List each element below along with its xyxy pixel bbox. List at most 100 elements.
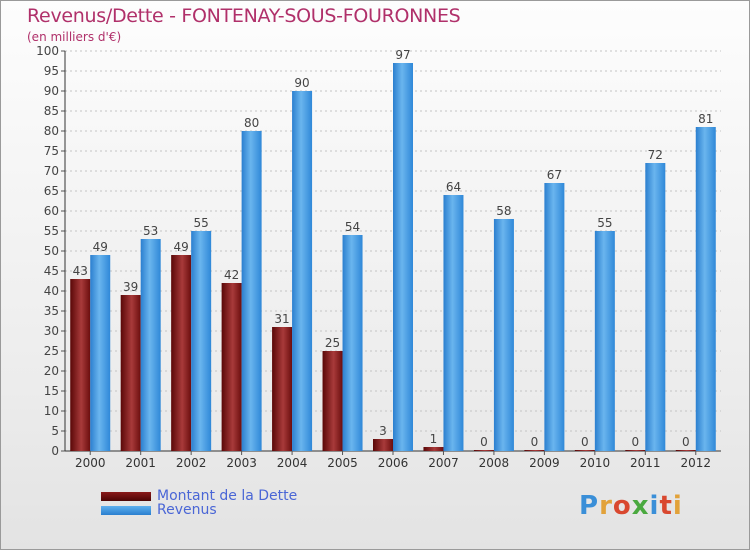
y-tick-label: 50: [44, 244, 59, 258]
x-tick-label: 2004: [277, 456, 308, 470]
legend-swatch-revenus: [101, 505, 151, 515]
y-tick-label: 25: [44, 344, 59, 358]
bar-dette: [373, 439, 393, 451]
data-label-dette: 1: [430, 432, 438, 446]
data-label-dette: 31: [274, 312, 289, 326]
bar-revenus: [443, 195, 464, 451]
bar-revenus: [544, 183, 565, 451]
y-tick-label: 0: [51, 444, 59, 458]
x-tick-label: 2008: [479, 456, 510, 470]
logo-letter: P: [579, 491, 600, 521]
y-tick-label: 70: [44, 164, 59, 178]
bar-revenus: [342, 235, 363, 451]
bar-dette: [625, 450, 646, 451]
bar-dette: [322, 351, 343, 451]
x-tick-label: 2006: [378, 456, 409, 470]
y-tick-label: 100: [36, 44, 59, 58]
proxiti-logo: Proxiti: [579, 491, 683, 521]
bar-dette: [423, 447, 444, 451]
bar-revenus: [493, 219, 514, 451]
y-tick-label: 15: [44, 384, 59, 398]
x-tick-label: 2005: [327, 456, 358, 470]
bar-revenus: [645, 163, 666, 451]
x-tick-label: 2009: [529, 456, 560, 470]
bar-revenus: [594, 231, 615, 451]
legend-label-revenus: Revenus: [157, 502, 217, 518]
bar-dette: [272, 327, 293, 451]
bar-dette: [120, 295, 141, 451]
logo-letter: r: [599, 491, 613, 521]
x-tick-label: 2002: [176, 456, 207, 470]
legend-label-dette: Montant de la Dette: [157, 488, 298, 504]
data-label-dette: 0: [531, 435, 539, 449]
bar-dette: [70, 279, 91, 451]
data-label-dette: 0: [480, 435, 488, 449]
y-tick-label: 65: [44, 184, 59, 198]
data-label-dette: 0: [631, 435, 639, 449]
y-tick-label: 55: [44, 224, 59, 238]
data-label-revenus: 58: [496, 204, 511, 218]
data-label-revenus: 80: [244, 116, 259, 130]
data-label-revenus: 67: [547, 168, 562, 182]
chart-subtitle: (en milliers d'€): [27, 30, 122, 44]
legend-swatch-dette: [101, 491, 151, 501]
bar-dette: [524, 450, 545, 451]
logo-letter: i: [649, 491, 660, 521]
chart-title: Revenus/Dette - FONTENAY-SOUS-FOURONNES: [27, 5, 461, 27]
x-tick-label: 2012: [680, 456, 711, 470]
bar-dette: [675, 450, 696, 451]
y-tick-label: 95: [44, 64, 59, 78]
x-tick-label: 2001: [125, 456, 156, 470]
data-label-revenus: 53: [143, 224, 158, 238]
y-tick-label: 20: [44, 364, 59, 378]
y-tick-label: 90: [44, 84, 59, 98]
legend-item-revenus: Revenus: [101, 502, 217, 518]
y-tick-label: 75: [44, 144, 59, 158]
data-label-dette: 42: [224, 268, 239, 282]
data-label-revenus: 72: [648, 148, 663, 162]
bar-revenus: [140, 239, 161, 451]
bar-dette: [473, 450, 494, 451]
y-tick-label: 85: [44, 104, 59, 118]
y-tick-label: 60: [44, 204, 59, 218]
bar-dette: [221, 283, 242, 451]
y-tick-label: 40: [44, 284, 59, 298]
bar-revenus: [292, 91, 313, 451]
bar-dette: [574, 450, 595, 451]
x-tick-label: 2003: [226, 456, 257, 470]
data-label-dette: 49: [174, 240, 189, 254]
label-layer: 43 49 39 53 49 55 42 80 31 90 25 54 3 97 1 64 0 58 0 67 0 55 0…: [73, 48, 714, 449]
bar-dette: [171, 255, 192, 451]
bar-revenus: [393, 63, 413, 451]
x-tick-label: 2007: [428, 456, 459, 470]
y-tick-label: 30: [44, 324, 59, 338]
logo-letter: x: [631, 491, 650, 521]
x-tick-label: 2010: [580, 456, 611, 470]
bar-revenus: [695, 127, 716, 451]
data-label-dette: 39: [123, 280, 138, 294]
data-label-revenus: 54: [345, 220, 360, 234]
data-label-dette: 25: [325, 336, 340, 350]
logo-letter: i: [672, 491, 683, 521]
x-tick-label: 2000: [75, 456, 106, 470]
bar-revenus: [90, 255, 111, 451]
data-label-dette: 0: [682, 435, 690, 449]
data-label-revenus: 97: [395, 48, 410, 62]
bar-revenus: [241, 131, 262, 451]
data-label-revenus: 55: [194, 216, 209, 230]
y-tick-label: 5: [51, 424, 59, 438]
y-tick-label: 10: [44, 404, 59, 418]
y-tick-label: 35: [44, 304, 59, 318]
data-label-revenus: 81: [698, 112, 713, 126]
y-tick-label: 80: [44, 124, 59, 138]
bar-revenus: [191, 231, 212, 451]
logo-letter: t: [659, 491, 673, 521]
x-tick-label: 2011: [630, 456, 661, 470]
y-tick-label: 45: [44, 264, 59, 278]
logo-letter: o: [612, 491, 632, 521]
data-label-revenus: 90: [294, 76, 309, 90]
data-label-dette: 0: [581, 435, 589, 449]
data-label-dette: 43: [73, 264, 88, 278]
